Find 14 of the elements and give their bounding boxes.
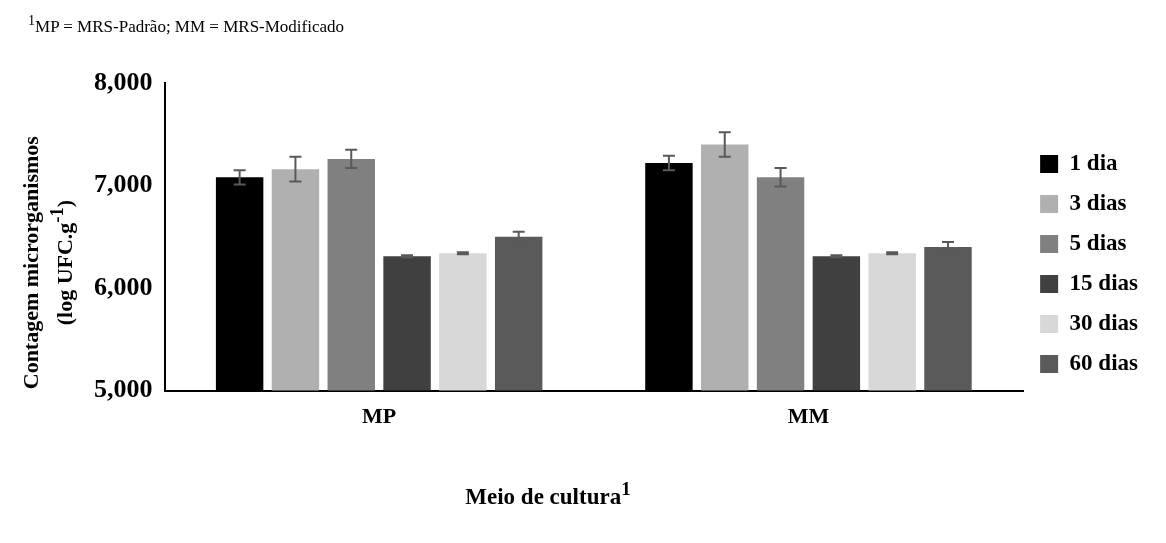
legend-label: 3 dias — [1069, 189, 1127, 215]
y-tick-label: 5,000 — [94, 374, 153, 404]
legend-label: 5 dias — [1069, 229, 1127, 255]
legend-label: 30 dias — [1069, 309, 1139, 335]
legend-label: 15 dias — [1069, 269, 1139, 295]
text: $^{1}$MP = MRS-Padrão; MM = MRS-Modificado — [28, 12, 345, 37]
y-tick-label: 7,000 — [94, 169, 153, 199]
x-axis-title: Meio de cultura$^{1}$ — [464, 478, 632, 510]
x-tick-label: MM — [787, 403, 830, 429]
y-tick-label: 6,000 — [94, 271, 153, 301]
y-tick-label: 8,000 — [94, 66, 153, 96]
legend-label: 1 dia — [1069, 149, 1119, 175]
x-tick-label: MP — [362, 403, 397, 429]
legend-label: 60 dias — [1069, 349, 1139, 375]
